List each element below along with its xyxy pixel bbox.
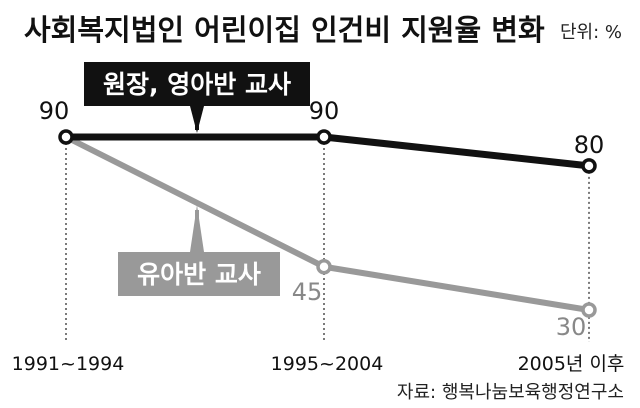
- x-tick-label-0: 1991~1994: [12, 353, 125, 375]
- guide-lines: [65, 143, 590, 342]
- series-name-label-1: 유아반 교사: [137, 260, 261, 289]
- data-label-0-0: 90: [39, 97, 70, 125]
- series-callout-arrow-0: [190, 106, 204, 133]
- x-tick-label-1: 1995~2004: [271, 353, 384, 375]
- series-name-label-0: 원장, 영아반 교사: [103, 70, 291, 99]
- data-point-1-1: [316, 259, 332, 275]
- data-point-0-1: [316, 129, 332, 145]
- series-callout-box-0: [84, 62, 310, 106]
- data-label-1-1: 45: [292, 278, 323, 306]
- x-axis-ticks: 1991~1994 1995~2004 2005년 이후: [12, 353, 625, 375]
- data-label-1-2: 30: [556, 313, 587, 341]
- series-callout-box-1: [118, 252, 280, 296]
- series-callout-arrow-1: [190, 205, 204, 252]
- x-tick-label-2: 2005년 이후: [518, 353, 625, 375]
- data-label-0-2: 80: [574, 131, 605, 159]
- data-point-0-2: [581, 158, 597, 174]
- chart-title: 사회복지법인 어린이집 인건비 지원율 변화: [24, 13, 545, 47]
- data-point-1-2: [581, 302, 597, 318]
- source-note: 자료: 행복나눔보육행정연구소: [397, 382, 624, 403]
- data-point-0-0: [58, 129, 74, 145]
- data-label-0-1: 90: [309, 97, 340, 125]
- unit-label: 단위: %: [560, 22, 622, 43]
